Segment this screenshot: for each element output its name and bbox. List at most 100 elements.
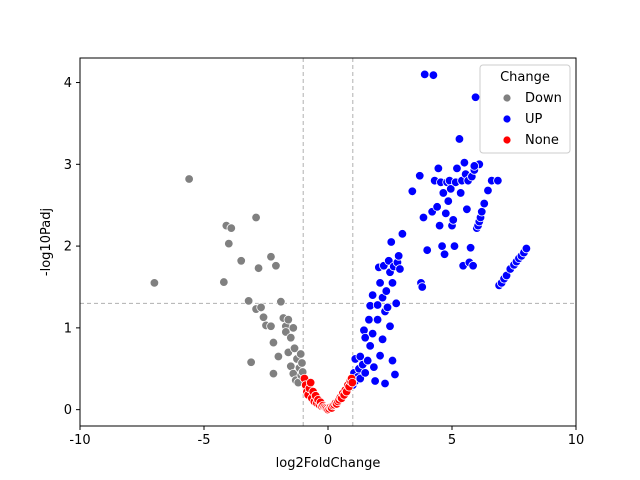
data-point-up-23	[375, 278, 385, 288]
x-tick-label-2: 0	[324, 433, 332, 448]
data-point-up-94	[493, 175, 503, 186]
data-point-down-29	[288, 323, 298, 333]
data-point-down-4	[224, 238, 234, 249]
data-point-down-27	[286, 332, 296, 343]
data-point-up-50	[420, 69, 430, 80]
data-point-up-46	[415, 171, 425, 181]
data-point-down-38	[297, 358, 307, 368]
data-point-up-12	[362, 355, 373, 366]
data-point-up-64	[443, 196, 453, 206]
data-point-up-37	[387, 355, 398, 366]
data-point-down-2	[219, 277, 229, 287]
data-point-up-36	[387, 278, 398, 288]
data-point-down-17	[268, 337, 279, 348]
data-point-up-13	[364, 314, 374, 325]
data-point-up-11	[360, 368, 370, 378]
data-point-up-20	[372, 314, 383, 325]
x-tick-label-3: 5	[448, 433, 456, 448]
data-point-up-21	[372, 300, 383, 310]
data-point-up-31	[382, 302, 393, 313]
data-point-down-7	[243, 296, 254, 306]
data-point-down-13	[258, 312, 269, 322]
data-point-down-11	[253, 263, 264, 273]
data-point-up-76	[459, 157, 470, 168]
data-point-up-72	[454, 134, 465, 144]
data-point-up-66	[446, 184, 456, 194]
data-point-down-12	[256, 302, 266, 313]
y-tick-label-0: 0	[64, 403, 72, 418]
data-point-up-17	[367, 328, 378, 339]
data-point-up-60	[438, 188, 449, 198]
data-point-down-16	[266, 321, 276, 331]
legend-marker-down	[502, 93, 512, 103]
data-point-down-0	[149, 278, 160, 288]
data-point-up-55	[432, 202, 442, 212]
x-tick-label-1: -5	[198, 433, 211, 448]
data-point-up-34	[385, 321, 395, 331]
data-point-down-8	[246, 357, 256, 367]
data-point-up-91	[479, 198, 489, 209]
data-point-down-15	[266, 252, 276, 262]
data-point-down-21	[276, 296, 286, 307]
data-point-up-24	[375, 350, 385, 361]
legend: Change Down UP None	[479, 64, 571, 154]
data-point-up-62	[441, 208, 451, 219]
data-point-down-20	[273, 351, 284, 362]
data-point-down-19	[271, 261, 281, 271]
data-point-up-39	[390, 369, 400, 380]
x-axis-ticks: -10 -5 0 5 10	[69, 426, 584, 448]
legend-marker-none	[502, 135, 512, 145]
data-point-up-69	[449, 241, 460, 251]
data-point-none-39	[347, 377, 358, 388]
data-point-up-61	[439, 249, 450, 259]
data-point-up-30	[381, 286, 391, 296]
y-tick-label-4: 4	[64, 76, 72, 91]
data-point-up-48	[417, 282, 427, 292]
data-point-up-81	[465, 243, 476, 253]
data-point-up-71	[452, 163, 462, 174]
data-point-up-43	[395, 264, 405, 274]
data-point-up-14	[365, 341, 375, 351]
data-point-up-83	[468, 261, 478, 271]
y-tick-label-3: 3	[64, 158, 72, 173]
data-point-down-5	[226, 223, 236, 233]
data-point-up-26	[377, 334, 388, 345]
data-point-down-18	[268, 368, 279, 379]
legend-box	[479, 64, 571, 154]
x-tick-label-4: 10	[568, 433, 585, 448]
series-up	[348, 69, 532, 390]
threshold-lines	[80, 58, 576, 426]
data-point-up-44	[397, 229, 408, 239]
y-axis-label: -log10Padj	[39, 208, 54, 276]
legend-marker-up	[502, 114, 512, 124]
legend-label-none: None	[525, 133, 559, 148]
y-tick-label-1: 1	[64, 321, 72, 336]
data-point-up-59	[437, 241, 447, 251]
data-point-up-16	[367, 290, 378, 300]
data-point-up-92	[483, 185, 493, 196]
data-point-up-85	[470, 92, 481, 102]
data-point-up-105	[521, 243, 532, 254]
data-point-up-29	[380, 378, 390, 389]
series-down	[149, 174, 308, 388]
data-point-up-68	[448, 215, 458, 225]
data-point-down-36	[296, 349, 306, 359]
legend-title: Change	[500, 70, 550, 85]
data-point-up-107	[469, 161, 480, 171]
series-none	[299, 373, 358, 415]
data-point-up-51	[422, 245, 432, 255]
data-point-up-90	[477, 207, 487, 217]
data-point-up-53	[428, 70, 439, 80]
legend-entries: Down UP None	[502, 91, 562, 148]
data-point-up-57	[434, 220, 445, 231]
data-point-up-35	[386, 237, 396, 247]
legend-label-up: UP	[525, 112, 543, 127]
data-point-up-18	[369, 362, 379, 372]
legend-label-down: Down	[525, 91, 562, 106]
data-point-down-9	[251, 212, 261, 223]
data-point-up-42	[393, 251, 404, 261]
data-point-none-5	[305, 377, 316, 388]
data-point-up-78	[462, 204, 472, 214]
x-axis-label: log2FoldChange	[276, 456, 381, 471]
